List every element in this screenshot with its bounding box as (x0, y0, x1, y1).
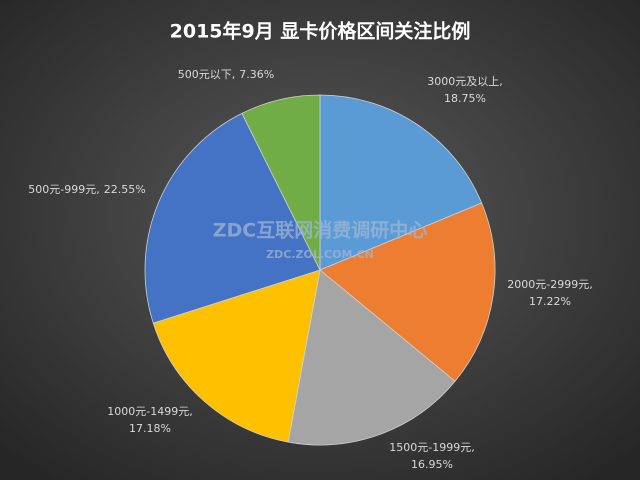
pie-slice (319, 202, 496, 382)
pie-slice (287, 269, 456, 446)
pie-slice (152, 269, 321, 443)
data-label: 2000元-2999元, 17.22% (507, 278, 592, 308)
label-value: 17.18% (129, 422, 171, 435)
label-value: 16.95% (411, 458, 453, 471)
label-category: 2000元-2999元, (507, 278, 592, 291)
pie (144, 94, 496, 446)
data-label: 1500元-1999元, 16.95% (389, 441, 474, 471)
data-label: 3000元及以上, 18.75% (427, 75, 503, 105)
pie-slice (319, 94, 483, 271)
label-value: 18.75% (444, 92, 486, 105)
pie-slice (241, 94, 321, 271)
watermark: ZDC互联网消费调研中心 (213, 219, 428, 242)
data-label: 500元-999元, 22.55% (28, 183, 145, 196)
label-category: 1000元-1499元, (107, 405, 192, 418)
data-label: 500元以下, 7.36% (178, 68, 274, 81)
label-value: 22.55% (104, 183, 146, 196)
label-category: 500元-999元, (28, 183, 99, 196)
label-category: 3000元及以上, (427, 75, 503, 88)
data-label: 1000元-1499元, 17.18% (107, 405, 192, 435)
label-value: 7.36% (239, 68, 274, 81)
label-value: 17.22% (529, 295, 571, 308)
chart-title: 2015年9月 显卡价格区间关注比例 (170, 20, 471, 43)
label-category: 500元以下, (178, 68, 236, 81)
data-labels: 3000元及以上, 18.75% 2000元-2999元, 17.22% 1500元-1… (28, 68, 592, 471)
watermark-url: ZDC.ZOL.COM.CN (266, 248, 374, 261)
pie-slice (144, 112, 321, 324)
label-category: 1500元-1999元, (389, 441, 474, 454)
